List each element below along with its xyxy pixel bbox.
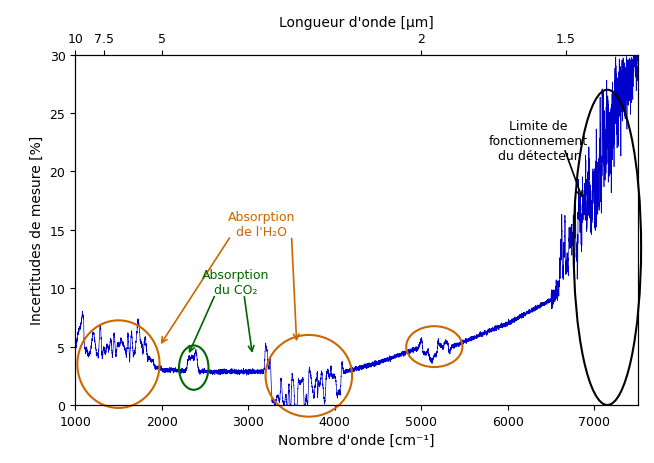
X-axis label: Longueur d'onde [μm]: Longueur d'onde [μm]	[279, 16, 434, 31]
Text: Absorption
du CO₂: Absorption du CO₂	[201, 269, 269, 297]
Text: Limite de
fonctionnement
du détecteur: Limite de fonctionnement du détecteur	[489, 119, 588, 163]
X-axis label: Nombre d'onde [cm⁻¹]: Nombre d'onde [cm⁻¹]	[278, 433, 435, 447]
Y-axis label: Incertitudes de mesure [%]: Incertitudes de mesure [%]	[30, 136, 44, 325]
Text: Absorption
de l'H₂O: Absorption de l'H₂O	[228, 211, 295, 238]
